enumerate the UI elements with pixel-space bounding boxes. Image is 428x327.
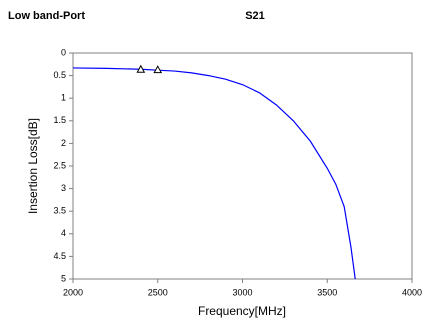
y-tick-label: 3.5 bbox=[53, 206, 66, 216]
chart-title: Low band-Port bbox=[8, 10, 85, 22]
y-tick-label: 1 bbox=[61, 93, 66, 103]
y-tick-label: 4 bbox=[61, 228, 66, 238]
y-tick-label: 4.5 bbox=[53, 251, 66, 261]
chart-subtitle: S21 bbox=[245, 10, 265, 22]
y-axis-label: Insertion Loss[dB] bbox=[26, 118, 40, 214]
y-tick-label: 2.5 bbox=[53, 160, 66, 170]
line-series bbox=[72, 67, 356, 280]
marker bbox=[136, 64, 146, 73]
x-axis-label: Frequency[MHz] bbox=[198, 304, 286, 318]
marker bbox=[153, 65, 163, 74]
x-tick-label: 2500 bbox=[148, 287, 168, 297]
y-tick-label: 2 bbox=[61, 138, 66, 148]
y-tick-label: 5 bbox=[61, 273, 66, 283]
y-tick-label: 3 bbox=[61, 183, 66, 193]
y-tick-label: 0 bbox=[61, 47, 66, 57]
x-tick-label: 3000 bbox=[232, 287, 252, 297]
x-tick-label: 3500 bbox=[317, 287, 337, 297]
plot-border bbox=[72, 52, 413, 280]
y-tick-label: 0.5 bbox=[53, 70, 66, 80]
y-tick-label: 1.5 bbox=[53, 115, 66, 125]
x-tick-label: 4000 bbox=[402, 287, 422, 297]
x-tick-label: 2000 bbox=[63, 287, 83, 297]
